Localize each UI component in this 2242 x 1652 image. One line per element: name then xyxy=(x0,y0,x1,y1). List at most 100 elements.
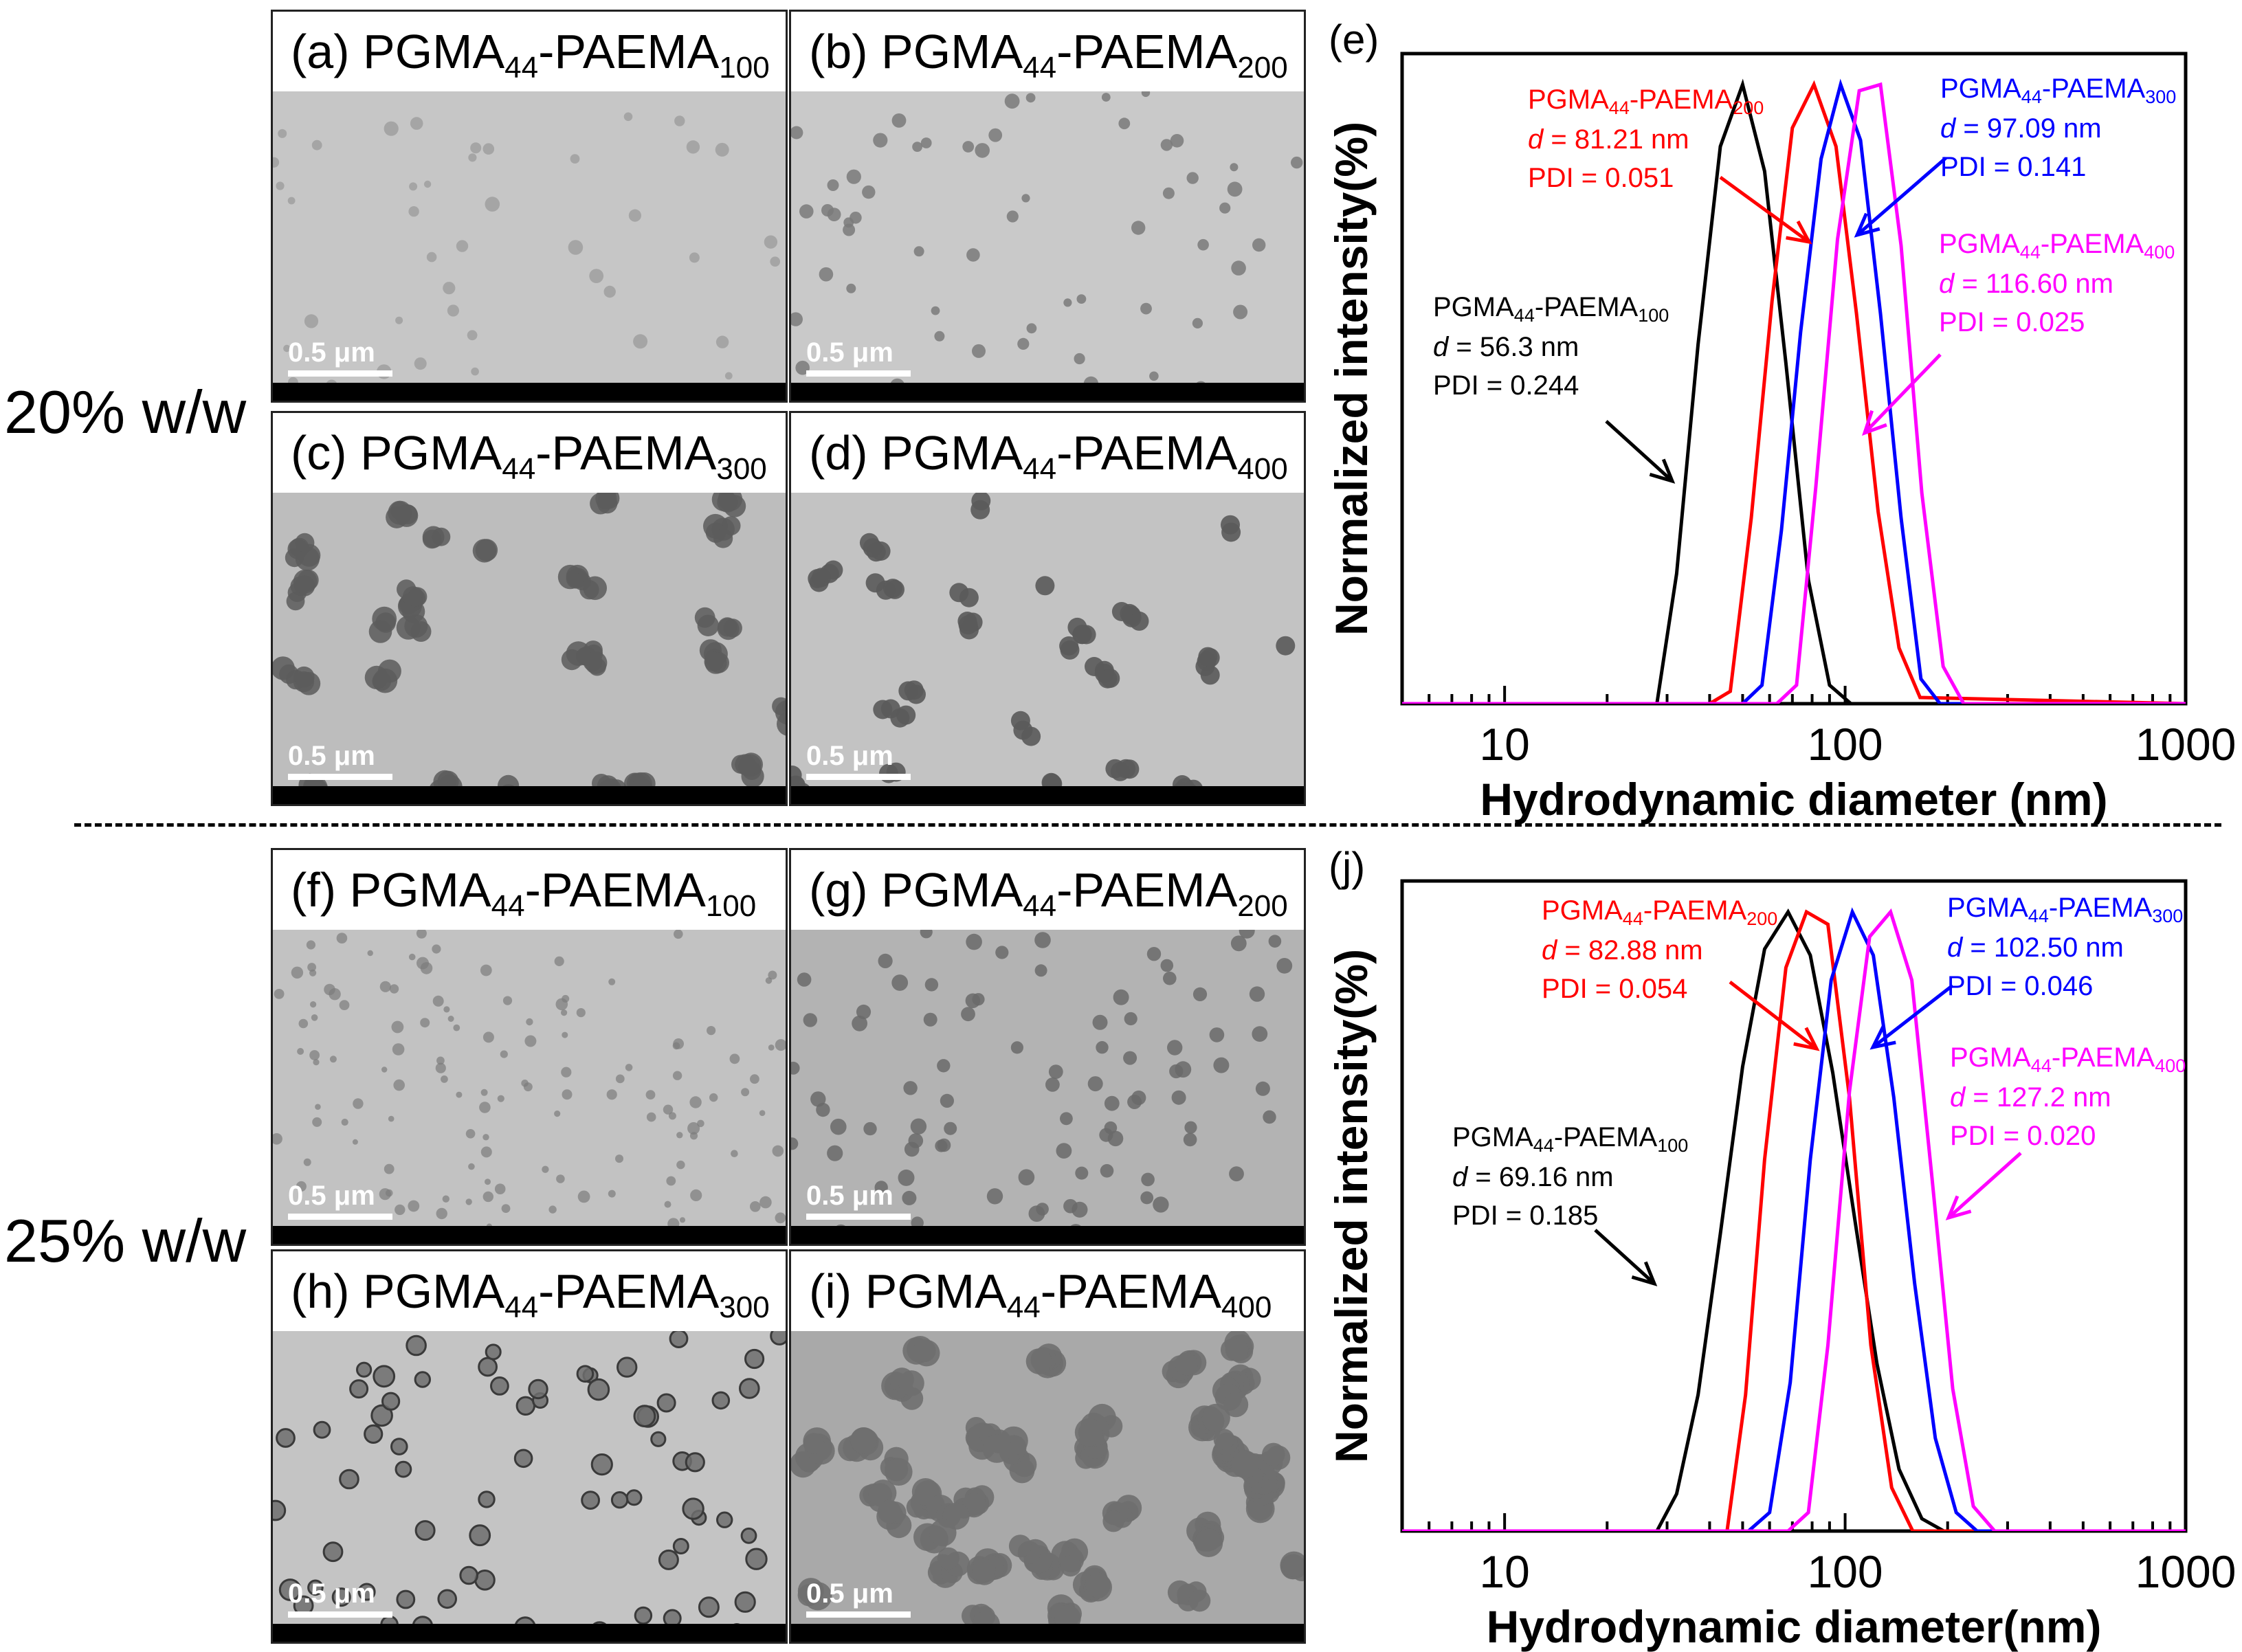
series-annotation: PGMA44-PAEMA300 d = 97.09 nm PDI = 0.141 xyxy=(1854,74,2176,238)
tem-panel: (g) PGMA44-PAEMA200 0.5 μm xyxy=(789,848,1306,1246)
x-axis-label: Hydrodynamic diameter (nm) xyxy=(1480,774,2107,825)
y-axis-label: Normalized intensity(%) xyxy=(1326,949,1377,1463)
annotation-arrow xyxy=(1729,981,1818,1050)
annotation-arrowhead xyxy=(1945,1195,1972,1220)
tem-panel: (b) PGMA44-PAEMA200 0.5 μm xyxy=(789,10,1306,403)
annotation-name-mid: -PAEMA xyxy=(2049,893,2153,923)
annotation-name-base: PGMA xyxy=(1433,292,1514,322)
plot-frame xyxy=(1400,879,2188,1533)
annotation-name-base: PGMA xyxy=(1947,893,2028,923)
x-tick-label: 10 xyxy=(1479,719,1529,770)
tem-title-sub1: 44 xyxy=(491,889,525,923)
scale-bar-label: 0.5 μm xyxy=(288,337,375,368)
scale-bar-label: 0.5 μm xyxy=(806,337,894,368)
annotation-name-sub1: 44 xyxy=(2020,242,2041,263)
series-annotation: PGMA44-PAEMA400 d = 127.2 nm PDI = 0.020 xyxy=(1945,1042,2186,1220)
tem-title-letter: (d) xyxy=(809,426,868,480)
scale-bar xyxy=(806,1611,911,1618)
annotation-d-value: 56.3 nm xyxy=(1480,332,1579,362)
annotation-name-sub2: 100 xyxy=(1638,305,1669,326)
tem-panel: (a) PGMA44-PAEMA100 0.5 μm xyxy=(271,10,788,403)
series-line-3 xyxy=(1402,907,2186,1531)
annotation-name-sub2: 200 xyxy=(1733,98,1764,118)
tem-title-base: PGMA xyxy=(349,863,491,917)
tem-title-sub2: 200 xyxy=(1237,51,1288,85)
row-label-25-percent: 25% w/w xyxy=(4,1207,247,1275)
annotation-name-sub2: 200 xyxy=(1746,908,1777,929)
microscope-info-strip xyxy=(791,1624,1304,1642)
tem-panel-title: (c) PGMA44-PAEMA300 xyxy=(273,413,786,493)
microscope-info-strip xyxy=(273,383,786,401)
annotation-name-base: PGMA xyxy=(1940,74,2021,104)
annotation-d-equals: = xyxy=(1965,1082,1997,1113)
tem-title-letter: (a) xyxy=(291,25,350,78)
tem-title-sub1: 44 xyxy=(1006,1291,1041,1324)
annotation-diameter: d = 116.60 nm xyxy=(1939,269,2113,299)
annotation-arrow xyxy=(1719,175,1810,244)
annotation-series-name: PGMA44-PAEMA200 xyxy=(1528,85,1764,118)
scale-bar-label: 0.5 μm xyxy=(288,741,375,771)
tem-title-base: PGMA xyxy=(363,1264,505,1318)
series-annotation: PGMA44-PAEMA100 d = 56.3 nm PDI = 0.244 xyxy=(1433,292,1676,484)
tem-image: 0.5 μm xyxy=(791,493,1304,804)
annotation-pdi: PDI = 0.051 xyxy=(1528,163,1674,193)
tem-image: 0.5 μm xyxy=(273,1331,786,1642)
tem-panel: (d) PGMA44-PAEMA400 0.5 μm xyxy=(789,411,1306,806)
annotation-name-base: PGMA xyxy=(1950,1042,2031,1073)
tem-title-sub2: 400 xyxy=(1221,1291,1272,1324)
annotation-pdi: PDI = 0.020 xyxy=(1950,1121,2096,1151)
scale-bar xyxy=(806,370,911,377)
annotation-pdi: PDI = 0.185 xyxy=(1452,1201,1598,1231)
annotation-arrow xyxy=(1863,353,1942,434)
annotation-name-sub2: 300 xyxy=(2152,906,2183,926)
tem-panel-title: (f) PGMA44-PAEMA100 xyxy=(273,850,786,930)
annotation-d-equals: = xyxy=(1448,332,1480,362)
x-tick-label: 1000 xyxy=(2135,1546,2237,1597)
tem-title-sub2: 300 xyxy=(719,1291,770,1324)
annotation-series-name: PGMA44-PAEMA400 xyxy=(1939,229,2175,263)
annotation-arrowhead xyxy=(1631,1261,1658,1286)
annotation-arrowhead xyxy=(1649,458,1676,484)
series-annotation: PGMA44-PAEMA200 d = 81.21 nm PDI = 0.051 xyxy=(1528,85,1812,245)
tem-title-mid: -PAEMA xyxy=(1040,1264,1221,1318)
series-annotation: PGMA44-PAEMA200 d = 82.88 nm PDI = 0.054 xyxy=(1542,895,1820,1051)
annotation-name-sub1: 44 xyxy=(2021,87,2042,107)
scale-bar xyxy=(288,1611,392,1618)
annotation-name-mid: -PAEMA xyxy=(1554,1122,1658,1152)
tem-title-base: PGMA xyxy=(360,426,502,480)
annotation-d-equals: = xyxy=(1543,124,1575,155)
annotation-name-base: PGMA xyxy=(1452,1122,1533,1152)
plot-frame xyxy=(1400,52,2188,706)
tem-title-mid: -PAEMA xyxy=(538,1264,720,1318)
tem-panel-title: (h) PGMA44-PAEMA300 xyxy=(273,1251,786,1331)
annotation-arrowhead xyxy=(1793,1027,1820,1051)
tem-title-base: PGMA xyxy=(363,25,505,78)
annotation-name-mid: -PAEMA xyxy=(1630,85,1733,115)
annotation-name-mid: -PAEMA xyxy=(2042,74,2146,104)
tem-title-sub2: 100 xyxy=(705,889,757,923)
annotation-pdi: PDI = 0.025 xyxy=(1939,307,2085,337)
tem-title-mid: -PAEMA xyxy=(1056,426,1238,480)
annotation-d-value: 82.88 nm xyxy=(1588,935,1703,965)
annotation-name-mid: -PAEMA xyxy=(2041,229,2144,259)
tem-panel-title: (a) PGMA44-PAEMA100 xyxy=(273,12,786,91)
annotation-series-name: PGMA44-PAEMA300 xyxy=(1947,893,2183,926)
scale-bar xyxy=(806,1214,911,1220)
row-label-20-percent: 20% w/w xyxy=(4,378,247,446)
tem-title-mid: -PAEMA xyxy=(535,426,717,480)
annotation-arrowhead xyxy=(1854,212,1880,238)
annotation-arrowhead xyxy=(1786,220,1812,245)
tem-image: 0.5 μm xyxy=(273,930,786,1244)
tem-panel-title: (i) PGMA44-PAEMA400 xyxy=(791,1251,1304,1331)
annotation-name-sub2: 100 xyxy=(1657,1135,1688,1156)
annotation-d-value: 116.60 nm xyxy=(1986,269,2113,299)
tem-image: 0.5 μm xyxy=(273,91,786,401)
tem-panel-title: (b) PGMA44-PAEMA200 xyxy=(791,12,1304,91)
tem-image: 0.5 μm xyxy=(791,91,1304,401)
dls-chart-j: (j) 10 100 1000 Hydrodynamic diameter(nm) Nor… xyxy=(1326,844,2236,1652)
annotation-d-symbol: d xyxy=(1940,113,1957,144)
tem-title-letter: (c) xyxy=(291,426,347,480)
annotation-d-symbol: d xyxy=(1542,935,1558,965)
annotation-name-sub1: 44 xyxy=(1609,98,1630,118)
annotation-d-symbol: d xyxy=(1528,124,1544,155)
